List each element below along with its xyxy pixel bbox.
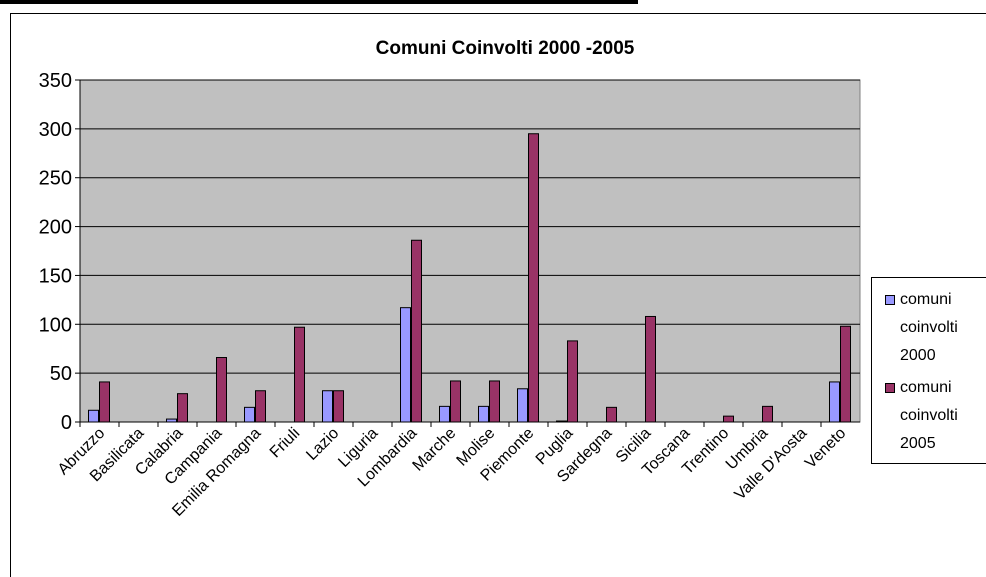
bar-2005-emilia-romagna [255,390,266,423]
bar-2005-trentino [723,415,734,423]
bar-2000-lazio [322,390,333,423]
y-tick-label: 250 [39,168,72,190]
legend-label-2000: comuni coinvolti 2000 [900,291,958,364]
x-tick-label: Marche [410,425,460,475]
bar-2005-piemonte [528,133,539,423]
y-tick-label: 0 [61,412,72,434]
bar-2005-abruzzo [99,381,110,423]
y-tick-label: 200 [39,217,72,239]
bar-2000-abruzzo [88,409,99,423]
legend-swatch-2000 [885,295,895,305]
bar-2000-emilia-romagna [244,406,255,423]
bar-2005-veneto [840,325,851,423]
x-tick-label: Friuli [267,425,304,462]
bar-2005-campania [216,357,227,423]
chart-title: Comuni Coinvolti 2000 -2005 [376,38,635,59]
y-tick-label: 350 [39,70,72,92]
y-tick-label: 300 [39,119,72,141]
legend: comuni coinvolti 2000 comuni coinvolti 2… [871,277,986,464]
bar-2005-sardegna [606,406,617,423]
y-axis-ticks: 0 50 100 150 200 250 300 350 [39,70,80,434]
bar-2005-sicilia [645,315,656,423]
y-tick-label: 150 [39,265,72,287]
bar-2005-lazio [333,390,344,423]
bar-2005-calabria [177,393,188,423]
bar-2000-piemonte [517,388,528,423]
bar-2000-molise [478,405,489,423]
x-axis-labels: AbruzzoBasilicataCalabriaCampaniaEmilia … [55,422,849,520]
bar-2005-friuli [294,326,305,423]
top-rule [0,0,638,4]
x-tick-label: Veneto [802,425,849,472]
bar-2005-marche [450,380,461,423]
chart-frame [10,13,986,577]
y-tick-label: 50 [50,363,72,385]
bar-2000-lombardia [400,307,411,423]
bar-2005-molise [489,380,500,423]
y-tick-label: 100 [39,314,72,336]
bar-2005-puglia [567,340,578,423]
bar-2000-marche [439,405,450,423]
legend-label-2005: comuni coinvolti 2005 [900,379,958,452]
plot-area [79,79,861,423]
bar-2000-veneto [829,381,840,423]
legend-swatch-2005 [885,383,895,393]
bar-2005-lombardia [411,239,422,423]
bar-2005-umbria [762,405,773,423]
